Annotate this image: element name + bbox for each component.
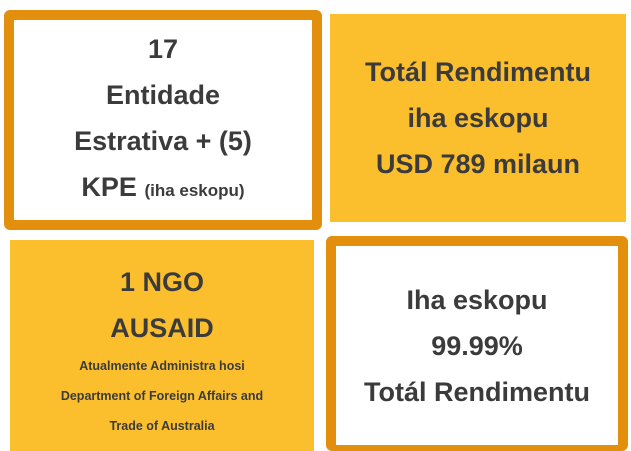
box-line: Totál Rendimentu: [365, 57, 591, 87]
box-line: AUSAID: [110, 312, 214, 343]
box-line: USD 789 milaun: [375, 149, 581, 179]
box-line: Estrativa + (5): [74, 126, 252, 156]
box-small-line: Department of Foreign Affairs and: [60, 388, 264, 403]
box-line: KPE (iha eskopu): [81, 164, 244, 214]
box-line: iha eskopu: [407, 103, 549, 133]
box-revenue: Totál Rendimentu iha eskopu USD 789 mila…: [330, 14, 626, 222]
box-ngo: 1 NGO AUSAID Atualmente Administra hosi …: [10, 240, 314, 451]
box-scope: Iha eskopu 99.99% Totál Rendimentu: [326, 236, 628, 451]
box-line: 1 NGO: [119, 266, 205, 297]
box-line: Entidade: [105, 80, 220, 110]
box-line: Iha eskopu: [406, 284, 548, 315]
box-line: Totál Rendimentu: [364, 376, 590, 407]
box-entities: 17 Entidade Estrativa + (5) KPE (iha esk…: [4, 10, 322, 230]
box-small-line: Trade of Australia: [109, 418, 215, 433]
box-note: (iha eskopu): [144, 181, 245, 200]
box-line: 99.99%: [431, 330, 523, 361]
box-line: 17: [147, 34, 179, 64]
box-line-main: KPE: [81, 172, 137, 202]
box-small-line: Atualmente Administra hosi: [79, 358, 245, 373]
